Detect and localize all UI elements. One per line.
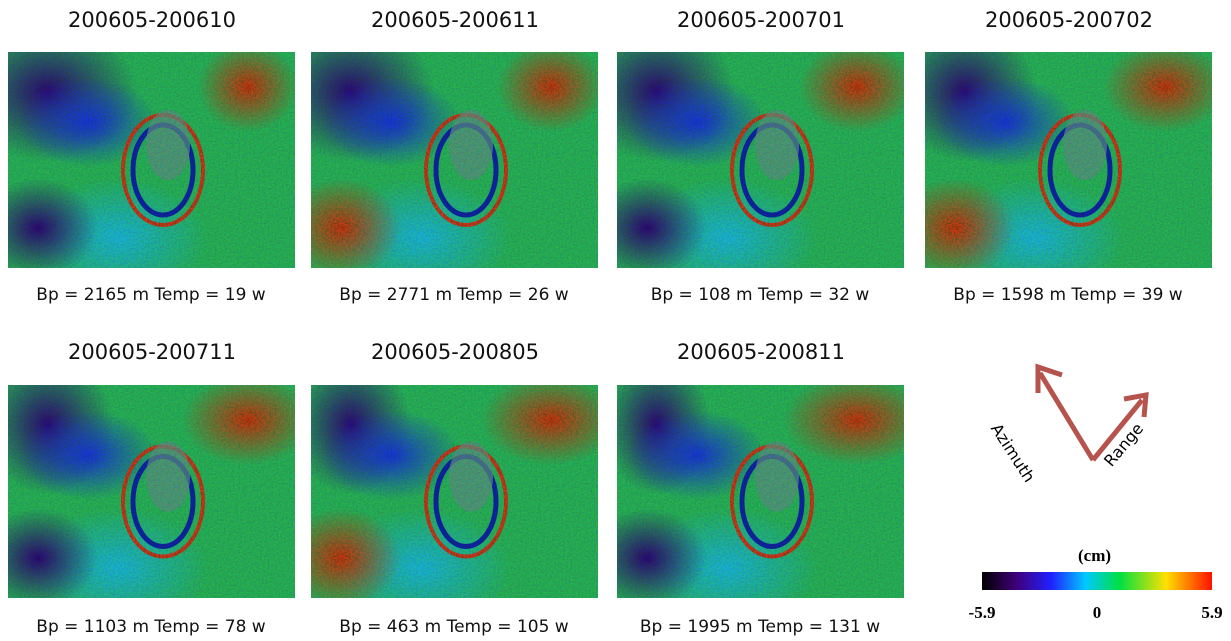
colorbar bbox=[982, 572, 1212, 590]
panel-title: 200605-200811 bbox=[677, 340, 845, 364]
colorbar-tick-label: -5.9 bbox=[968, 603, 996, 622]
panel-title: 200605-200805 bbox=[371, 340, 539, 364]
panel-title: 200605-200711 bbox=[68, 340, 236, 364]
orientation-arrows bbox=[1035, 363, 1149, 462]
panel-title: 200605-200611 bbox=[371, 8, 539, 32]
panel-caption: Bp = 1598 m Temp = 39 w bbox=[953, 285, 1183, 305]
panel-caption: Bp = 1995 m Temp = 131 w bbox=[639, 617, 881, 637]
panel-caption: Bp = 108 m Temp = 32 w bbox=[650, 285, 870, 305]
panel-title: 200605-200702 bbox=[985, 8, 1153, 32]
panel-caption: Bp = 2165 m Temp = 19 w bbox=[36, 285, 266, 305]
interferogram bbox=[8, 52, 295, 268]
interferogram bbox=[617, 385, 904, 598]
panel-caption: Bp = 1103 m Temp = 78 w bbox=[36, 617, 266, 637]
colorbar-tick-label: 5.9 bbox=[1201, 603, 1223, 622]
panel-title: 200605-200610 bbox=[68, 8, 236, 32]
colorbar-unit: (cm) bbox=[1078, 546, 1112, 565]
interferogram bbox=[617, 52, 904, 268]
panel-caption: Bp = 2771 m Temp = 26 w bbox=[339, 285, 569, 305]
colorbar-tick-label: 0 bbox=[1092, 603, 1102, 622]
interferogram bbox=[8, 385, 295, 598]
panel-title: 200605-200701 bbox=[677, 8, 845, 32]
panel-caption: Bp = 463 m Temp = 105 w bbox=[339, 617, 569, 637]
interferogram bbox=[311, 52, 598, 268]
interferogram bbox=[311, 385, 598, 598]
interferogram bbox=[925, 52, 1212, 268]
